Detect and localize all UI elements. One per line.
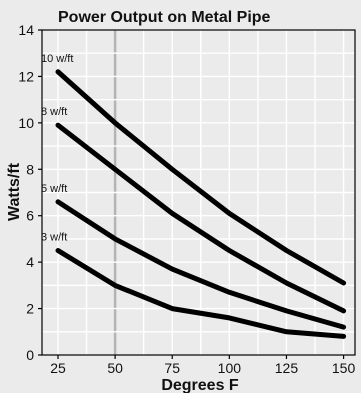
y-tick-label: 12 <box>18 68 34 84</box>
series-line-3-w-ft <box>55 248 347 339</box>
y-tick-label: 2 <box>26 301 34 317</box>
y-axis-label: Watts/ft <box>6 162 23 221</box>
series-line-10-w-ft <box>55 69 347 286</box>
axes: 0 2 4 6 8 10 12 14 25 50 75 100 125 150 <box>18 22 355 376</box>
chart-title: Power Output on Metal Pipe <box>58 9 271 26</box>
x-tick-label: 75 <box>164 360 180 376</box>
y-tick-label: 10 <box>18 115 34 131</box>
series-label-10-w-ft: 10 w/ft <box>41 53 73 65</box>
series-line-8-w-ft <box>55 122 347 314</box>
x-tick-label: 125 <box>275 360 299 376</box>
series-label-8-w-ft: 8 w/ft <box>41 106 67 118</box>
series-lines: 10 w/ft 8 w/ft 5 w/ft 3 w/ft <box>41 53 347 339</box>
series-line-5-w-ft <box>55 199 347 330</box>
grid <box>42 30 355 355</box>
x-axis-label: Degrees F <box>161 377 239 393</box>
y-tick-label: 6 <box>26 208 34 224</box>
series-label-5-w-ft: 5 w/ft <box>41 183 67 195</box>
plot-frame <box>41 29 356 356</box>
x-tick-label: 100 <box>218 360 242 376</box>
y-tick-label: 8 <box>26 161 34 177</box>
x-tick-label: 50 <box>107 360 123 376</box>
x-tick-label: 150 <box>332 360 356 376</box>
series-label-3-w-ft: 3 w/ft <box>41 232 67 244</box>
y-tick-label: 0 <box>26 347 34 363</box>
y-tick-label: 4 <box>26 254 34 270</box>
x-tick-label: 25 <box>50 360 66 376</box>
y-tick-label: 14 <box>18 22 34 38</box>
